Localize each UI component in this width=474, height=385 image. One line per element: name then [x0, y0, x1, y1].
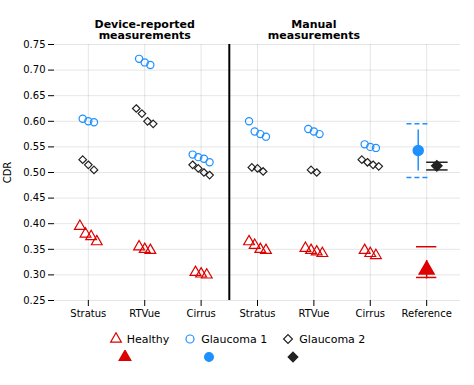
svg-text:0.25: 0.25 — [23, 295, 45, 306]
svg-text:0.70: 0.70 — [23, 64, 45, 75]
html-text:Glaucoma 1: Glaucoma 1 — [201, 332, 268, 346]
svg-text:Stratus: Stratus — [70, 308, 106, 319]
svg-text:RTVue: RTVue — [129, 308, 160, 319]
svg-text:Stratus: Stratus — [240, 308, 276, 319]
svg-text:Cirrus: Cirrus — [186, 308, 215, 319]
svg-text:0.55: 0.55 — [23, 141, 45, 152]
svg-text:0.65: 0.65 — [23, 90, 45, 101]
html-text:Glaucoma 2: Glaucoma 2 — [299, 332, 366, 346]
svg-text:RTVue: RTVue — [298, 308, 329, 319]
svg-text:0.35: 0.35 — [23, 244, 45, 255]
svg-text:0.45: 0.45 — [23, 192, 45, 203]
svg-text:0.50: 0.50 — [23, 167, 45, 178]
html-text:Healthy: Healthy — [126, 332, 170, 346]
svg-text:Cirrus: Cirrus — [356, 308, 385, 319]
svg-text:Device-reportedmeasurements: Device-reportedmeasurements — [95, 18, 195, 42]
svg-text:Manualmeasurements: Manualmeasurements — [268, 18, 361, 42]
svg-text:0.75: 0.75 — [23, 39, 45, 50]
svg-text:Reference: Reference — [401, 308, 451, 319]
svg-text:0.40: 0.40 — [23, 218, 45, 229]
svg-text:0.60: 0.60 — [23, 116, 45, 127]
svg-text:CDR: CDR — [2, 162, 13, 184]
svg-text:0.30: 0.30 — [23, 269, 45, 280]
